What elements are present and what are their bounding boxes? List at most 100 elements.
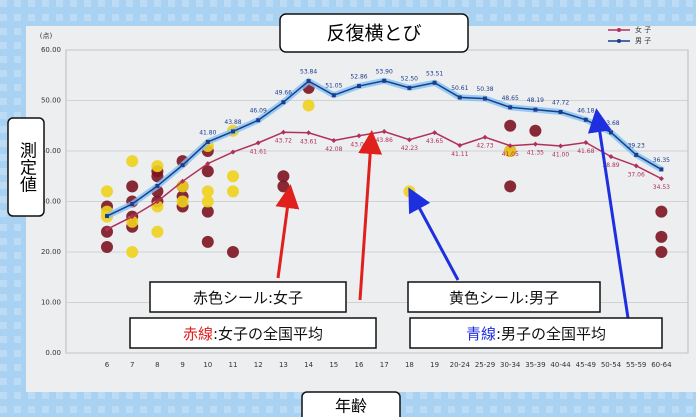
chart-title: 反復横とび xyxy=(326,23,421,45)
value-label: 38.89 xyxy=(602,162,619,169)
sticker xyxy=(176,195,189,208)
point xyxy=(205,139,210,144)
sticker xyxy=(227,185,239,198)
y-tick-label: 0.00 xyxy=(45,349,61,357)
point xyxy=(457,142,463,148)
point xyxy=(331,137,337,143)
value-label: 41.80 xyxy=(199,129,216,136)
title-box xyxy=(279,13,469,53)
point xyxy=(255,140,261,146)
sticker xyxy=(227,246,239,258)
x-tick-label: 30-34 xyxy=(500,361,521,369)
sticker xyxy=(655,230,668,243)
point xyxy=(130,202,135,207)
sticker xyxy=(151,160,164,173)
point xyxy=(105,214,109,219)
annotation: 青線:男子の全国平均 xyxy=(466,325,606,343)
x-tick-label: 7 xyxy=(130,361,134,369)
value-label: 42.08 xyxy=(325,146,342,153)
annotation-box xyxy=(409,317,663,349)
sticker xyxy=(201,165,214,178)
point xyxy=(558,110,563,115)
annotation-text: 黄色シール:男子 xyxy=(449,289,559,307)
legend-marker xyxy=(617,28,621,32)
x-tick-label: 9 xyxy=(180,361,184,369)
point xyxy=(558,143,564,149)
x-tick-label: 20-24 xyxy=(450,361,471,369)
x-label-box xyxy=(301,391,401,417)
point xyxy=(457,95,462,100)
value-label: 43.72 xyxy=(275,138,292,145)
value-label: 46.18 xyxy=(577,107,594,114)
sticker xyxy=(403,185,416,198)
x-tick-label: 17 xyxy=(380,361,389,369)
point xyxy=(231,129,235,134)
value-label: 50.61 xyxy=(451,85,468,92)
value-label: 39.23 xyxy=(628,142,645,149)
sticker xyxy=(126,180,139,193)
point xyxy=(659,167,664,172)
sticker xyxy=(201,185,214,198)
point xyxy=(634,152,639,157)
point xyxy=(180,178,186,184)
point xyxy=(507,143,513,149)
sticker xyxy=(529,124,542,137)
point xyxy=(533,107,538,112)
annotation-text: :女子の全国平均 xyxy=(213,325,323,343)
arrow xyxy=(587,108,630,319)
point xyxy=(230,149,236,155)
point xyxy=(508,105,513,110)
value-label: 43.65 xyxy=(426,138,443,145)
annotation-box xyxy=(149,281,347,313)
value-label: 48.19 xyxy=(527,97,544,104)
x-tick-label: 13 xyxy=(279,361,288,369)
sticker xyxy=(201,235,214,248)
value-label: 53.51 xyxy=(426,70,443,77)
point xyxy=(583,117,588,122)
annotation-text: 赤色シール:女子 xyxy=(193,289,303,307)
value-label: 41.00 xyxy=(552,151,569,158)
x-tick-label: 10 xyxy=(203,361,212,369)
value-label: 50.38 xyxy=(476,86,493,93)
value-label: 49.66 xyxy=(275,90,292,97)
legend-label: 女 子 xyxy=(635,25,651,34)
value-label: 41.68 xyxy=(577,148,594,155)
point xyxy=(609,130,613,135)
point xyxy=(583,140,589,146)
x-tick-label: 18 xyxy=(405,361,414,369)
point xyxy=(532,141,538,147)
x-tick-label: 8 xyxy=(155,361,159,369)
x-tick-label: 35-39 xyxy=(525,361,545,369)
point xyxy=(331,93,336,98)
value-label: 53.90 xyxy=(376,68,393,75)
sticker xyxy=(504,119,517,132)
annotation-box xyxy=(129,317,377,349)
x-tick-label: 60-64 xyxy=(651,361,672,369)
x-axis-label: 年齢 xyxy=(335,397,367,416)
value-label: 42.23 xyxy=(401,145,418,152)
y-tick-label: 20.00 xyxy=(41,248,61,256)
x-tick-label: 16 xyxy=(355,361,364,369)
value-label: 41.61 xyxy=(250,148,267,155)
sticker xyxy=(504,180,517,193)
value-label: 52.50 xyxy=(401,75,418,82)
x-tick-label: 45-49 xyxy=(576,361,596,369)
x-tick-label: 15 xyxy=(329,361,338,369)
point xyxy=(154,199,160,204)
x-tick-label: 14 xyxy=(304,361,313,369)
sticker xyxy=(101,185,113,198)
point xyxy=(482,134,488,140)
sticker xyxy=(126,246,139,258)
annotation-text: 青線 xyxy=(466,325,496,343)
sticker xyxy=(655,246,668,258)
sticker xyxy=(302,99,315,112)
sticker xyxy=(101,225,113,238)
sticker xyxy=(655,205,668,218)
point xyxy=(280,129,286,135)
value-label: 36.35 xyxy=(653,157,670,164)
x-tick-label: 40-44 xyxy=(550,361,571,369)
x-tick-label: 25-29 xyxy=(475,361,495,369)
arrow xyxy=(275,184,300,279)
value-label: 47.72 xyxy=(552,100,569,107)
value-label: 43.68 xyxy=(602,120,619,127)
